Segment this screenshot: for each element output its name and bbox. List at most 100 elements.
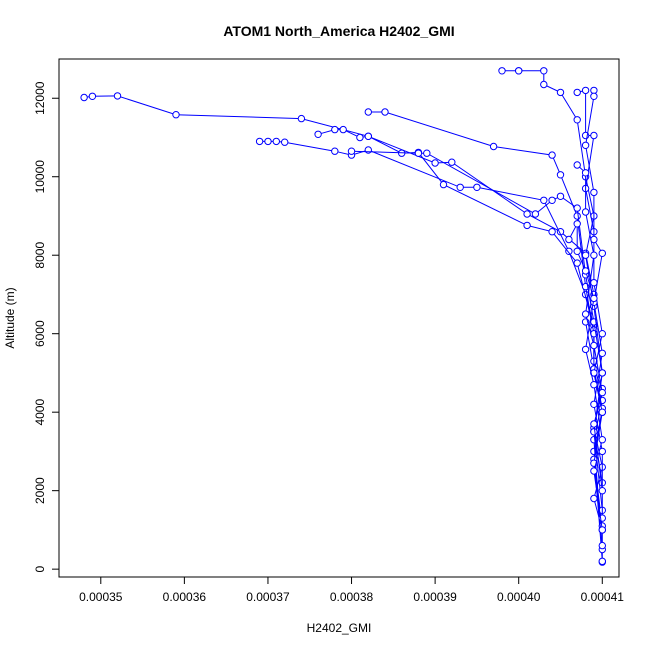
data-point [448, 158, 456, 166]
data-point [598, 369, 606, 377]
x-tick-label: 0.00037 [246, 590, 290, 604]
data-point [590, 131, 598, 140]
y-tick-label: 2000 [33, 477, 47, 504]
data-point [515, 67, 523, 75]
data-point [581, 310, 590, 318]
data-point [581, 345, 590, 354]
data-point [590, 381, 598, 389]
data-point [598, 408, 606, 416]
data-point [456, 183, 464, 192]
data-point [439, 180, 448, 189]
data-point [540, 67, 548, 75]
data-point [264, 137, 272, 146]
data-point [590, 279, 598, 287]
data-point [548, 151, 556, 159]
data-point [590, 188, 598, 197]
data-point [498, 67, 506, 75]
data-point [556, 192, 565, 201]
data-point [573, 161, 581, 169]
data-point [347, 147, 356, 155]
x-tick-label: 0.00036 [163, 590, 207, 604]
data-point [272, 137, 280, 146]
chart-title: ATOM1 North_America H2402_GMI [223, 23, 454, 39]
y-axis: 0 2000 4000 6000 8000 10000 12000 [33, 81, 59, 572]
data-point [364, 108, 372, 116]
x-tick-label: 0.00040 [497, 590, 541, 604]
plot-frame [58, 58, 620, 578]
x-tick-label: 0.00038 [330, 590, 374, 604]
data-point [423, 149, 431, 157]
data-point [255, 137, 264, 146]
x-tick-label: 0.00041 [581, 590, 625, 604]
data-point [590, 420, 598, 428]
data-point [573, 116, 581, 124]
data-point [573, 220, 581, 228]
x-axis-label: H2402_GMI [307, 621, 372, 635]
y-tick-label: 6000 [33, 320, 47, 347]
y-tick-label: 8000 [33, 242, 47, 269]
data-point [581, 251, 590, 259]
data-point [473, 183, 481, 192]
data-point [364, 132, 372, 141]
data-point [581, 86, 590, 95]
data-point [80, 93, 88, 102]
data-point [331, 147, 339, 155]
series-line [84, 95, 603, 563]
data-point [523, 221, 531, 230]
y-tick-label: 12000 [33, 81, 47, 115]
data-point [598, 526, 606, 534]
data-point [581, 208, 590, 216]
data-point [339, 125, 347, 134]
data-point [573, 247, 581, 256]
data-point [540, 80, 548, 89]
y-tick-label: 10000 [33, 160, 47, 194]
data-point [414, 149, 423, 157]
data-point [598, 557, 606, 565]
x-tick-label: 0.00035 [79, 590, 123, 604]
data-point [598, 436, 606, 444]
data-point [381, 108, 389, 116]
data-point [598, 249, 606, 258]
data-point [590, 428, 598, 436]
x-tick-label: 0.00039 [413, 590, 457, 604]
data-point [540, 196, 548, 205]
series-10 [573, 161, 606, 495]
data-point [590, 92, 598, 101]
data-point [331, 125, 339, 134]
data-point [565, 247, 573, 256]
data-point [598, 330, 606, 338]
data-point [598, 541, 606, 550]
data-point [598, 388, 606, 397]
data-point [548, 228, 556, 236]
data-point [356, 133, 364, 142]
series-line [368, 111, 603, 527]
data-point [548, 196, 556, 205]
data-point [590, 341, 598, 350]
data-point [523, 210, 531, 218]
data-point [556, 88, 565, 97]
data-point [565, 235, 573, 244]
data-point [598, 487, 606, 495]
data-point [573, 88, 581, 97]
plot-area [80, 67, 606, 566]
data-point [172, 111, 180, 119]
series-9 [565, 220, 606, 534]
data-point [581, 141, 590, 150]
data-point [573, 212, 581, 220]
data-point [590, 494, 598, 503]
data-point [281, 138, 289, 146]
y-tick-label: 0 [33, 565, 47, 572]
x-axis: 0.00035 0.00036 0.00037 0.00038 0.00039 0.000… [79, 577, 624, 604]
data-point [590, 251, 598, 259]
data-point [531, 210, 540, 218]
data-point [581, 267, 590, 275]
y-axis-label: Altitude (m) [3, 287, 17, 348]
data-point [573, 204, 581, 212]
data-point [297, 114, 306, 123]
data-point [431, 159, 439, 167]
data-point [590, 467, 598, 475]
data-point [113, 92, 122, 100]
data-point [556, 171, 565, 179]
